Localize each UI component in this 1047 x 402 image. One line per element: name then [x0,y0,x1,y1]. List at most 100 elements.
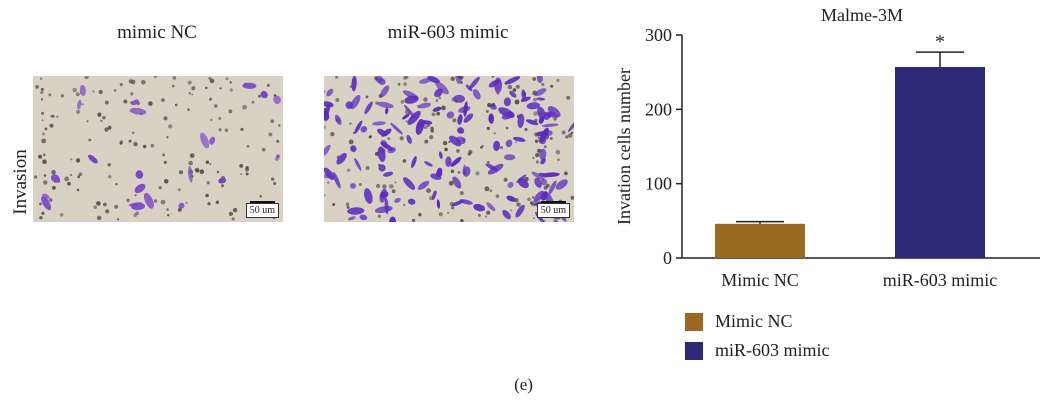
scale-bar: 50 um [245,201,279,218]
pore-dot [105,209,110,214]
stained-cell [378,164,386,172]
pore-dot [216,170,220,174]
bar-chart: 0 100 200 300 Malme-3M Invation cells number M… [614,5,1040,290]
stained-cell [334,114,342,126]
pore-dot [107,125,112,130]
pore-dot [266,83,270,87]
micrograph-cells [34,76,281,221]
stained-cell [273,95,281,104]
pore-dot [423,125,428,130]
pore-dot [324,90,326,93]
pore-dot [77,175,81,179]
pore-dot [104,127,109,132]
pore-dot [468,149,473,155]
stained-cell [402,113,410,120]
pore-dot [452,118,457,123]
pore-dot [534,139,539,143]
stained-cell [536,76,543,84]
stained-cell [389,216,397,222]
pore-dot [387,137,391,141]
pore-dot [188,160,193,166]
pore-dot [345,202,350,206]
stained-cell [431,190,437,201]
y-tick-label: 100 [645,174,672,194]
pore-dot [191,86,196,91]
stained-cell [540,158,546,165]
pore-dot [514,99,520,105]
stained-cell [468,76,480,90]
stained-cell [350,145,357,153]
pore-dot [133,141,138,147]
stained-cell [360,126,368,133]
stained-cell [418,102,431,109]
pore-dot [495,194,500,198]
pore-dot [218,117,222,120]
pore-dot [239,164,244,168]
pore-dot [246,145,250,148]
pore-dot [475,171,480,176]
stained-cell [445,156,452,167]
micrograph-mir603-mimic: 50 um [324,76,574,222]
stained-cell [242,82,257,89]
pore-dot [224,128,229,133]
x-tick-label: miR-603 mimic [883,270,998,290]
stained-cell [394,197,401,203]
stained-cell [538,136,547,145]
pore-dot [133,213,137,217]
pore-dot [154,76,158,78]
pore-dot [412,218,416,222]
stained-cell [457,127,465,134]
pore-dot [128,139,132,143]
pore-dot [40,98,44,101]
stained-cell [503,154,516,161]
stained-cell [463,101,468,117]
stained-cell [489,104,497,110]
stained-cell [134,183,146,194]
legend-item-mir603-mimic: miR-603 mimic [685,340,830,361]
pore-dot [113,89,117,92]
stained-cell [537,106,546,120]
pore-dot [533,97,537,102]
pore-dot [41,119,44,122]
pore-dot [72,87,77,93]
stained-cell [436,199,441,209]
pore-dot [160,199,166,205]
stained-cell [380,85,390,97]
stained-cell [50,174,60,183]
pore-dot [115,183,118,186]
pore-dot [389,184,394,189]
stained-cell [275,154,280,161]
pore-dot [324,194,326,197]
stained-cell [450,156,462,167]
stained-cell [536,97,546,101]
pore-dot [93,205,97,209]
pore-dot [564,171,568,176]
pore-dot [48,93,52,97]
pore-dot [205,86,208,90]
pore-dot [76,188,80,192]
stained-cell [411,156,417,168]
legend-swatch [685,312,703,331]
pore-dot [278,124,281,127]
stained-cell [354,120,363,134]
panel-title-mimic-nc: mimic NC [117,22,197,43]
stained-cell [135,170,144,179]
pore-dot [348,139,354,145]
stained-cell [533,190,545,203]
stained-cell [486,202,496,212]
stained-cell [488,113,495,124]
pore-dot [39,202,42,206]
pore-dot [98,89,103,95]
pore-dot [423,97,428,102]
stained-cell [438,151,443,160]
pore-dot [187,80,192,85]
stained-cell [453,94,465,103]
stained-cell [377,146,386,162]
micrograph-cells [324,76,574,222]
pore-dot [41,111,45,115]
pore-dot [451,206,455,210]
pore-dot [271,177,275,181]
stained-cell [539,148,547,161]
pore-dot [134,194,137,197]
stained-cell [200,132,210,149]
